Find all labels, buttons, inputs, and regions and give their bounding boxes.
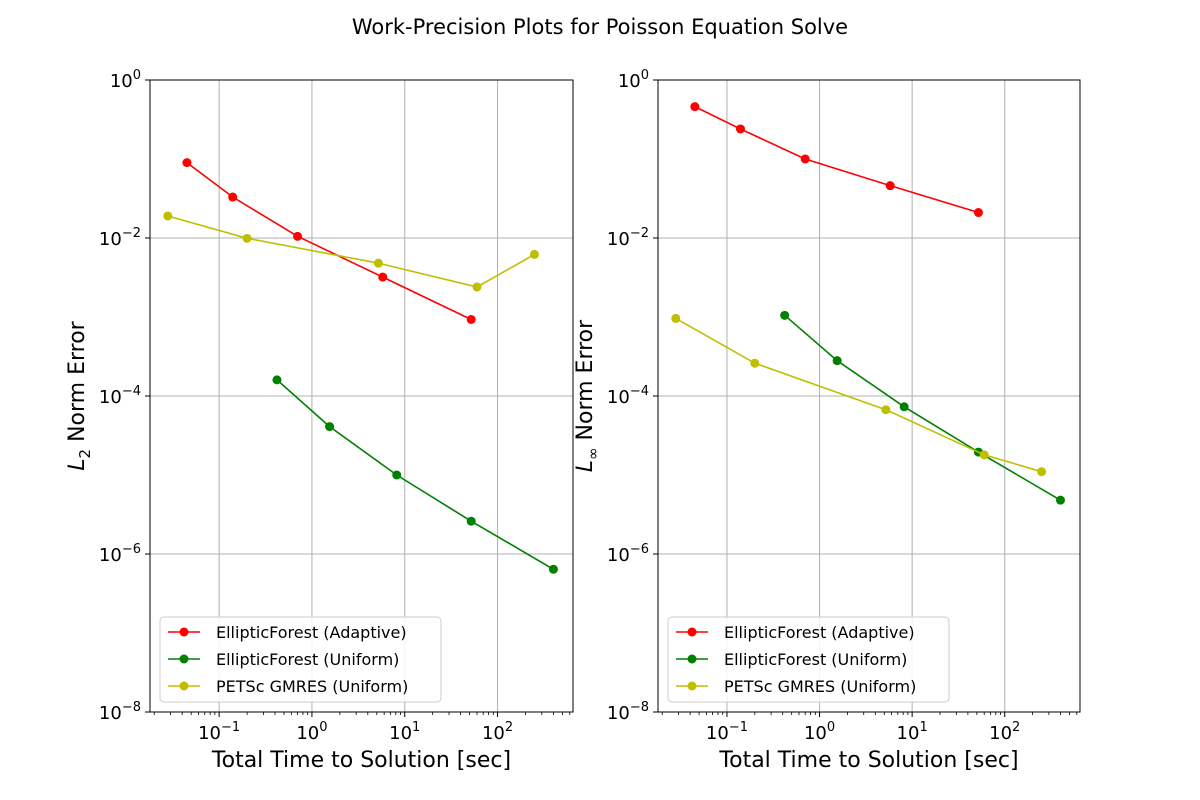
x-tick-label: 101 <box>389 720 420 744</box>
data-point <box>735 124 745 134</box>
x-tick-label: 100 <box>804 720 835 744</box>
x-axis-label: Total Time to Solution [sec] <box>211 748 511 773</box>
x-axis-label: Total Time to Solution [sec] <box>718 748 1018 773</box>
data-point <box>1037 467 1047 477</box>
data-point <box>750 358 760 368</box>
legend-entry: EllipticForest (Adaptive) <box>168 623 407 642</box>
data-point <box>378 272 388 282</box>
data-point <box>466 516 476 526</box>
legend: EllipticForest (Adaptive) EllipticForest … <box>159 616 442 703</box>
legend-box <box>667 616 950 703</box>
data-point <box>228 192 238 202</box>
series-line <box>694 105 979 214</box>
y-tick-label: 10−2 <box>99 226 141 250</box>
y-tick-label: 10−8 <box>607 700 649 724</box>
legend-label: PETSc GMRES (Uniform) <box>724 677 916 696</box>
data-point <box>293 231 303 241</box>
legend-entry: EllipticForest (Adaptive) <box>676 623 915 642</box>
y-tick-label: 100 <box>618 68 649 92</box>
data-point <box>529 249 539 259</box>
series-2 <box>671 313 1047 477</box>
legend-entry: EllipticForest (Uniform) <box>676 650 907 669</box>
y-tick-label: 10−4 <box>99 384 141 408</box>
y-tick-label: 10−6 <box>99 542 141 566</box>
series-line <box>186 161 472 321</box>
x-tick-label: 100 <box>296 720 327 744</box>
data-point <box>881 405 891 415</box>
legend-marker <box>687 627 697 637</box>
legend-label: EllipticForest (Uniform) <box>724 650 907 669</box>
legend-marker <box>179 627 189 637</box>
legend-marker <box>687 681 697 691</box>
data-point <box>973 208 983 218</box>
series-0 <box>690 102 983 218</box>
data-point <box>466 314 476 324</box>
data-point <box>472 282 482 292</box>
data-point <box>182 158 192 168</box>
legend-marker <box>179 681 189 691</box>
data-point <box>979 450 989 460</box>
data-point <box>671 313 681 323</box>
data-point <box>272 375 282 385</box>
data-point <box>780 310 790 320</box>
data-point <box>548 564 558 574</box>
legend-marker <box>179 654 189 664</box>
legend-entry: EllipticForest (Uniform) <box>168 650 399 669</box>
data-point <box>832 356 842 366</box>
data-point <box>373 258 383 268</box>
y-tick-label: 10−8 <box>99 700 141 724</box>
data-point <box>1055 495 1065 505</box>
left-panel-l2-error: 10−1 100 101 102 10−8 10−6 10−4 10−2 100 Total Ti… <box>65 68 574 773</box>
data-point <box>690 102 700 112</box>
data-point <box>242 233 252 243</box>
legend-label: EllipticForest (Adaptive) <box>724 623 915 642</box>
series-1 <box>272 375 558 574</box>
series-2 <box>163 211 539 292</box>
x-tick-label: 10−1 <box>706 720 748 744</box>
legend: EllipticForest (Adaptive) EllipticForest … <box>667 616 950 703</box>
series-1 <box>780 310 1065 505</box>
series-line <box>167 215 535 288</box>
x-tick-label: 101 <box>897 720 928 744</box>
y-tick-label: 10−2 <box>607 226 649 250</box>
right-panel-linf-error: 10−1 100 101 102 10−8 10−6 10−4 10−2 100 Total Ti… <box>573 68 1081 773</box>
data-point <box>885 181 895 191</box>
series-0 <box>182 158 476 324</box>
x-tick-label: 102 <box>482 720 513 744</box>
y-tick-label: 10−6 <box>607 542 649 566</box>
data-point <box>392 470 402 480</box>
legend-entry: PETSc GMRES (Uniform) <box>168 677 408 696</box>
series-line <box>675 317 1042 473</box>
legend-box <box>159 616 442 703</box>
x-tick-label: 102 <box>989 720 1020 744</box>
y-axis-label: L2 Norm Error <box>65 320 94 470</box>
series-line <box>784 314 1061 501</box>
series-line <box>276 379 554 570</box>
data-point <box>325 422 335 432</box>
y-tick-label: 10−4 <box>607 384 649 408</box>
legend-label: PETSc GMRES (Uniform) <box>216 677 408 696</box>
x-tick-label: 10−1 <box>198 720 240 744</box>
data-point <box>899 402 909 412</box>
legend-marker <box>687 654 697 664</box>
y-axis-label: L∞ Norm Error <box>573 319 602 472</box>
data-point <box>163 211 173 221</box>
figure-title: Work-Precision Plots for Poisson Equatio… <box>352 15 848 39</box>
y-tick-label: 100 <box>110 68 141 92</box>
legend-entry: PETSc GMRES (Uniform) <box>676 677 916 696</box>
legend-label: EllipticForest (Uniform) <box>216 650 399 669</box>
legend-label: EllipticForest (Adaptive) <box>216 623 407 642</box>
data-point <box>800 154 810 164</box>
